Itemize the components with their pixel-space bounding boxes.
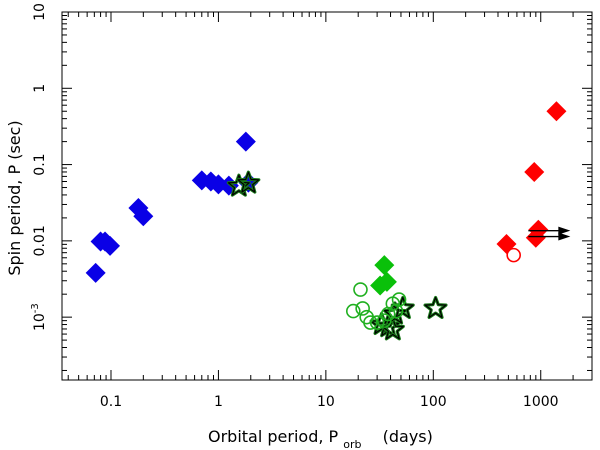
star-marker (424, 296, 447, 318)
diamond-marker (525, 227, 546, 248)
open-circle-marker (353, 282, 368, 297)
open-circle-marker (355, 301, 370, 316)
open-circle-marker (363, 315, 378, 330)
axis-ticks (62, 11, 593, 380)
x-axis-label-main: Orbital period, P (208, 427, 339, 446)
diamond-marker (376, 271, 397, 292)
diamond-marker (546, 101, 567, 122)
open-circle-marker (369, 315, 385, 330)
data-marks (85, 101, 571, 341)
x-axis-label-unit: (days) (383, 427, 433, 446)
diamond-marker (133, 206, 154, 227)
diamond-marker (85, 262, 106, 283)
y-tick-label: 10-3 (30, 303, 48, 331)
star-marker (227, 174, 250, 196)
diamond-marker (235, 131, 256, 152)
plot-frame (61, 11, 593, 381)
arrow-head (558, 226, 571, 235)
y-axis-label: Spin period, P (sec) (5, 120, 24, 275)
y-tick-label: 10 (32, 3, 48, 21)
diamond-marker (100, 235, 121, 256)
y-tick-label: 1 (32, 84, 48, 93)
x-axis-label-subscript: orb (343, 438, 361, 450)
tick-labels: 0.1 1 10 100 1000 10-3 0.01 0.1 1 10 (30, 3, 559, 410)
x-axis-label: Orbital period, P orb (days) (208, 427, 433, 450)
open-circle-marker (388, 303, 404, 319)
star-marker (237, 171, 260, 193)
open-circle-marker (506, 247, 521, 263)
y-tick-label: 0.01 (32, 225, 48, 256)
x-tick-label: 10 (317, 394, 335, 410)
x-tick-label: 1000 (523, 394, 559, 410)
diamond-marker (496, 233, 517, 254)
open-circle-marker (380, 306, 396, 322)
open-circle-marker (345, 303, 361, 319)
diamond-marker (374, 255, 395, 276)
x-tick-label: 1 (214, 394, 223, 410)
x-tick-label: 0.1 (100, 394, 122, 410)
arrow-head (558, 232, 571, 241)
y-tick-label: 0.1 (32, 153, 48, 175)
x-tick-label: 100 (420, 394, 447, 410)
diamond-marker (524, 161, 545, 182)
